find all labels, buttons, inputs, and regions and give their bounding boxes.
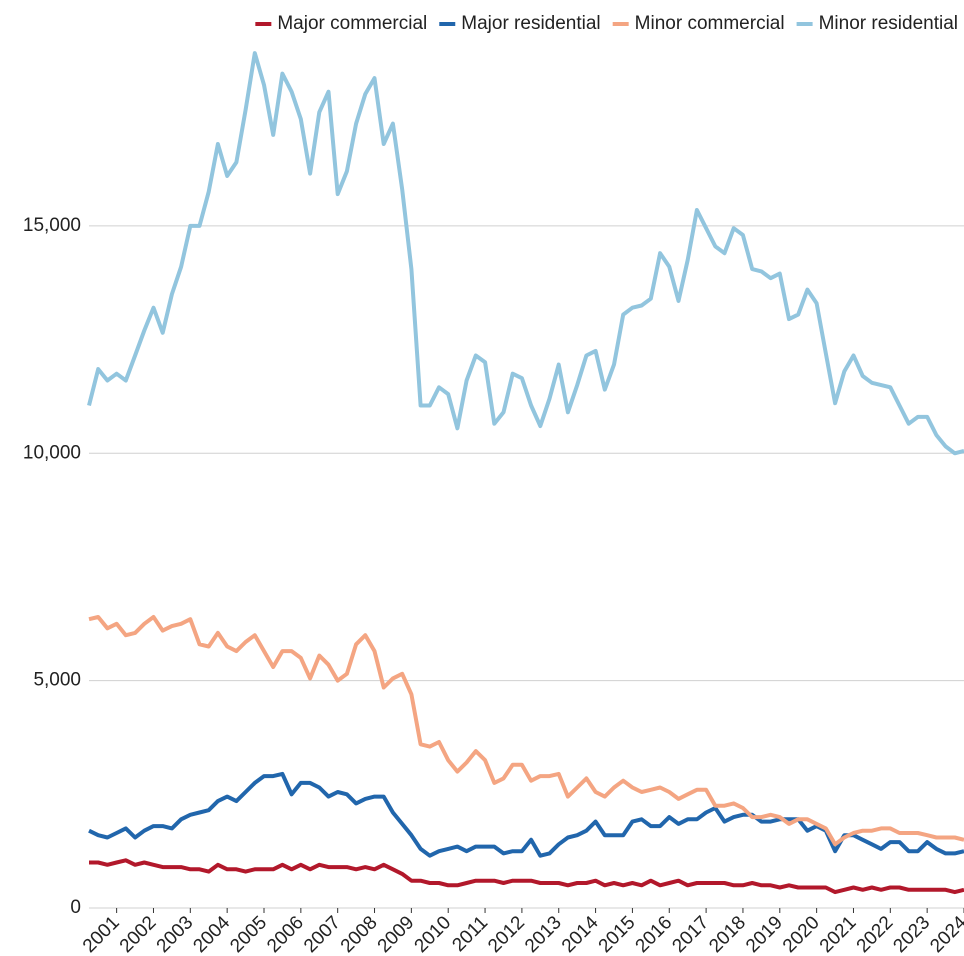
series-line [87,51,964,456]
x-tick-label: 2022 [853,912,898,956]
legend-label: Minor commercial [635,13,785,34]
x-tick-label: 2020 [779,912,824,956]
x-tick-label: 2013 [521,912,566,956]
legend-label: Minor residential [819,13,958,34]
x-tick-label: 2005 [226,912,271,956]
x-tick-label: 2009 [374,912,419,956]
y-tick-label: 15,000 [23,215,81,236]
x-tick-label: 2010 [411,912,456,956]
series-line [88,615,964,847]
x-tick-label: 2017 [668,912,713,956]
x-tick-label: 2014 [558,912,603,956]
x-tick-label: 2016 [632,912,677,956]
x-tick-label: 2004 [189,912,234,956]
legend: Major commercial Major residential Minor c… [255,13,958,34]
x-tick-label: 2011 [448,912,492,956]
legend-label: Major commercial [277,13,427,34]
x-tick-label: 2001 [79,912,124,956]
x-tick-label: 2019 [742,912,787,956]
x-tick-label: 2006 [263,912,308,956]
x-tick-label: 2007 [300,912,345,956]
y-tick-label: 10,000 [23,442,81,463]
x-tick-label: 2008 [337,912,382,956]
legend-label: Major residential [461,13,600,34]
x-tick-label: 2012 [484,912,529,956]
x-tick-label: 2002 [116,912,161,956]
x-tick-label: 2015 [595,912,640,956]
x-tick-label: 2023 [889,912,934,956]
x-tick-label: 2003 [153,912,198,956]
y-tick-label: 0 [70,897,81,918]
y-tick-label: 5,000 [33,670,81,691]
x-tick-label: 2021 [816,912,861,956]
series-line [89,858,964,895]
x-tick-label: 2018 [705,912,750,956]
x-tick-label: 2024 [926,912,964,956]
